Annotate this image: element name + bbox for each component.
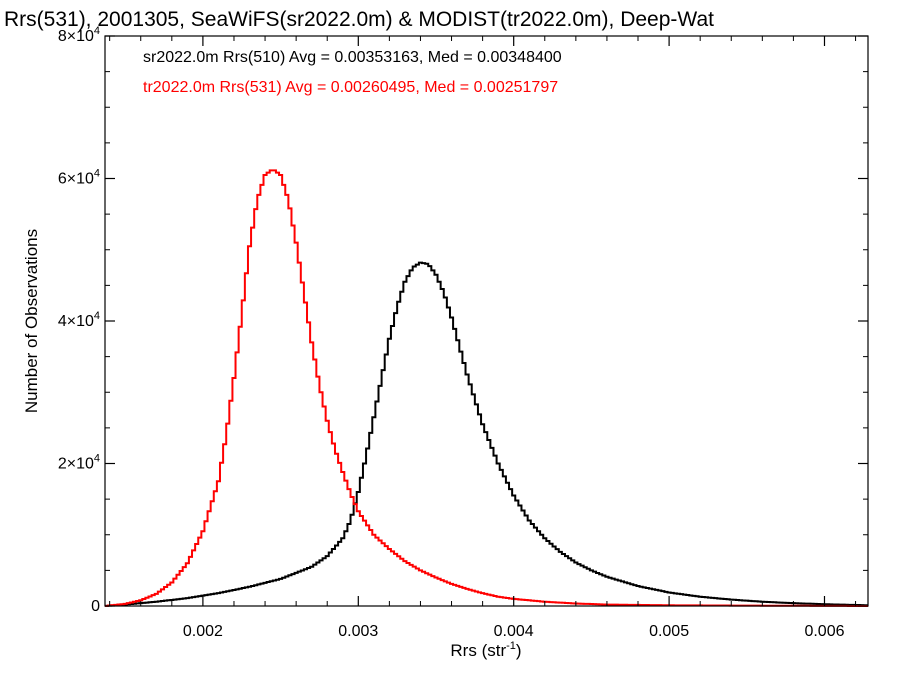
y-axis: 0 2×104 4×104 6×104 8×104	[58, 25, 868, 615]
y-tick-label: 6×104	[58, 168, 100, 188]
y-tick-label: 0	[91, 598, 100, 615]
x-tick-label: 0.006	[804, 623, 844, 640]
series-seawifs-histogram	[105, 261, 868, 607]
annotation-seawifs-stats: sr2022.0m Rrs(510) Avg = 0.00353163, Med…	[143, 49, 562, 66]
x-axis-label: Rrs (str-1)	[450, 640, 521, 660]
y-tick-label: 2×104	[58, 453, 100, 473]
x-axis: 0.002 0.003 0.004 0.005 0.006	[109, 36, 857, 640]
x-axis-label-text: Rrs (str	[450, 641, 506, 660]
y-tick-label: 8×104	[58, 25, 100, 45]
x-tick-label: 0.002	[183, 623, 223, 640]
x-tick-label: 0.005	[649, 623, 689, 640]
annotation-modist-stats: tr2022.0m Rrs(531) Avg = 0.00260495, Med…	[143, 79, 558, 96]
y-axis-label: Number of Observations	[22, 229, 41, 413]
x-axis-label-superscript: -1	[506, 640, 516, 652]
x-axis-label-close: )	[516, 641, 522, 660]
x-tick-label: 0.004	[494, 623, 534, 640]
y-tick-label: 4×104	[58, 310, 100, 330]
chart-title: Rrs(531), 2001305, SeaWiFS(sr2022.0m) & …	[4, 8, 714, 31]
x-tick-label: 0.003	[338, 623, 378, 640]
